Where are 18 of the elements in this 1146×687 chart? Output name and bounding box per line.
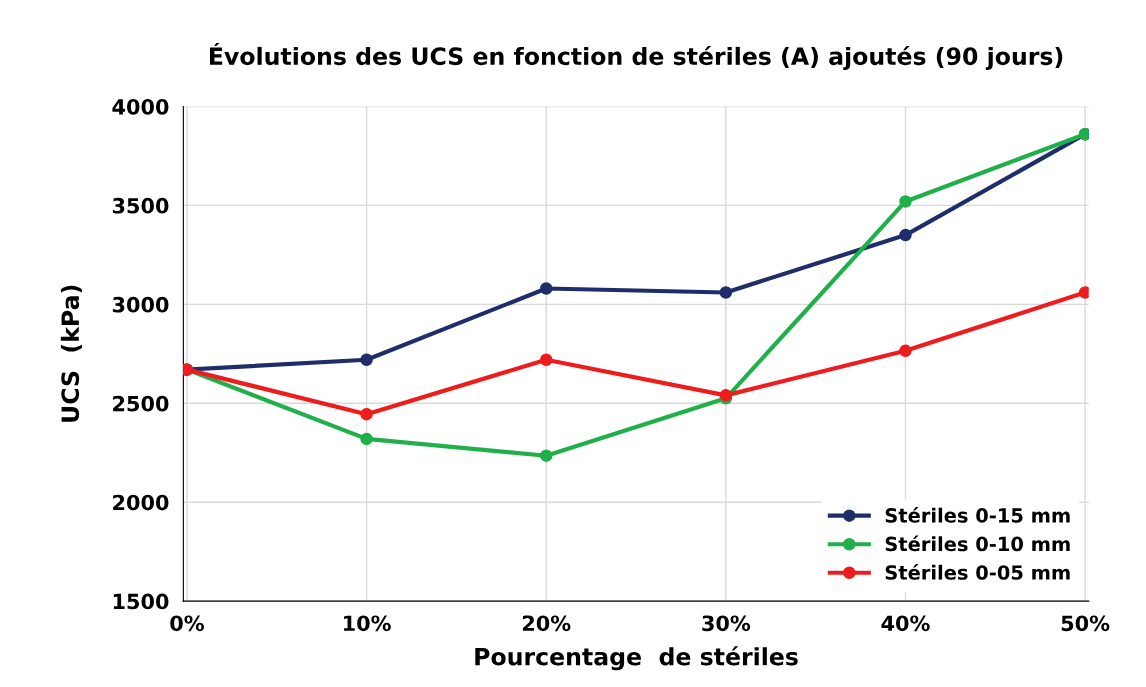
y-axis-title: UCS (kPa) — [60, 285, 82, 422]
y-tick-label: 4000 — [112, 98, 169, 115]
y-tick-label: 1500 — [113, 593, 169, 610]
x-tick-label: 0% — [170, 615, 204, 632]
x-axis-title: Pourcentage de stériles — [475, 646, 798, 671]
legend-label: Stériles 0-05 mm — [885, 564, 1070, 580]
x-tick-label: 20% — [522, 615, 571, 632]
y-tick-label: 2000 — [113, 494, 169, 511]
legend-label: Stériles 0-15 mm — [885, 506, 1070, 523]
x-tick-label: 30% — [702, 615, 751, 632]
chart-title: Évolutions des UCS en fonction de stériles (A) ajoutés (90 jours) — [209, 42, 1063, 70]
y-tick-label: 3000 — [112, 296, 169, 313]
legend-label: Stériles 0-10 mm — [885, 535, 1070, 552]
x-tick-label: 10% — [344, 615, 391, 632]
y-tick-label: 3500 — [112, 197, 169, 214]
x-tick-label: 50% — [1061, 615, 1110, 632]
y-tick-label: 2500 — [113, 395, 169, 412]
x-tick-label: 40% — [881, 615, 930, 632]
